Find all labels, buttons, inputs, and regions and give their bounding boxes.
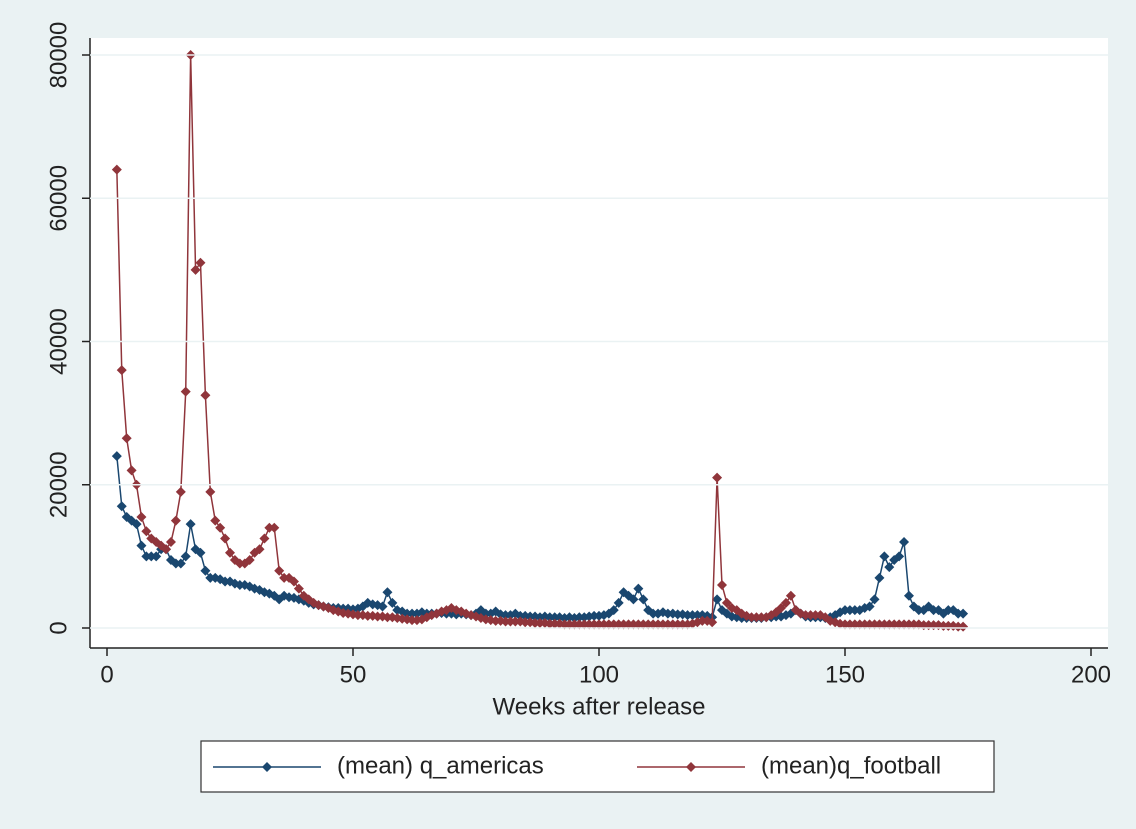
marker — [269, 522, 280, 533]
marker — [180, 551, 191, 562]
marker — [175, 558, 186, 569]
marker — [175, 486, 186, 497]
marker — [151, 551, 162, 562]
marker — [638, 594, 649, 605]
marker — [116, 365, 127, 376]
marker — [628, 594, 639, 605]
marker — [136, 511, 147, 522]
marker — [116, 501, 127, 512]
marker — [180, 386, 191, 397]
marker — [633, 583, 644, 594]
x-tick-label: 0 — [100, 661, 113, 688]
plot-region — [90, 38, 1108, 648]
marker — [785, 590, 796, 601]
marker — [141, 526, 152, 537]
marker — [382, 587, 393, 598]
marker — [165, 537, 176, 548]
marker — [387, 597, 398, 608]
marker — [613, 597, 624, 608]
marker — [608, 605, 619, 616]
marker — [293, 583, 304, 594]
marker — [288, 576, 299, 587]
marker — [894, 551, 905, 562]
marker — [161, 544, 172, 555]
marker — [903, 590, 914, 601]
x-tick-label: 150 — [825, 661, 865, 688]
marker — [215, 522, 226, 533]
marker — [111, 451, 122, 462]
marker — [869, 594, 880, 605]
y-tick-label: 0 — [45, 621, 72, 634]
marker — [879, 551, 890, 562]
y-tick-label: 60000 — [45, 165, 72, 232]
marker — [136, 540, 147, 551]
x-tick-label: 100 — [579, 661, 619, 688]
marker — [707, 617, 718, 628]
legend-marker — [262, 762, 272, 772]
y-tick-label: 40000 — [45, 308, 72, 375]
legend-marker — [686, 762, 696, 772]
marker — [780, 597, 791, 608]
marker — [254, 544, 265, 555]
marker — [899, 537, 910, 548]
marker — [121, 433, 132, 444]
marker — [205, 486, 216, 497]
marker — [195, 547, 206, 558]
marker — [712, 594, 723, 605]
x-tick-label: 50 — [340, 661, 367, 688]
marker — [377, 601, 388, 612]
marker — [185, 519, 196, 530]
marker — [225, 547, 235, 558]
x-tick-label: 200 — [1071, 661, 1111, 688]
marker — [259, 533, 270, 544]
marker — [958, 608, 969, 619]
marker — [111, 164, 122, 175]
marker — [274, 565, 285, 576]
marker — [717, 580, 727, 591]
marker — [958, 621, 969, 632]
marker — [170, 515, 181, 526]
y-tick-label: 80000 — [45, 22, 72, 89]
marker — [131, 519, 142, 530]
marker — [884, 562, 895, 573]
marker — [864, 601, 875, 612]
plot — [111, 50, 969, 632]
marker — [190, 264, 201, 275]
marker — [244, 554, 255, 565]
marker — [874, 572, 885, 583]
legend-label: (mean)q_football — [761, 752, 941, 779]
marker — [712, 472, 723, 483]
y-tick-label: 20000 — [45, 451, 72, 518]
x-axis-label: Weeks after release — [493, 693, 706, 720]
legend-label: (mean) q_americas — [337, 752, 544, 779]
marker — [210, 515, 221, 526]
legend — [200, 740, 995, 793]
marker — [195, 257, 206, 268]
marker — [126, 465, 137, 476]
marker — [220, 533, 231, 544]
marker — [200, 565, 211, 576]
marker — [200, 390, 211, 401]
